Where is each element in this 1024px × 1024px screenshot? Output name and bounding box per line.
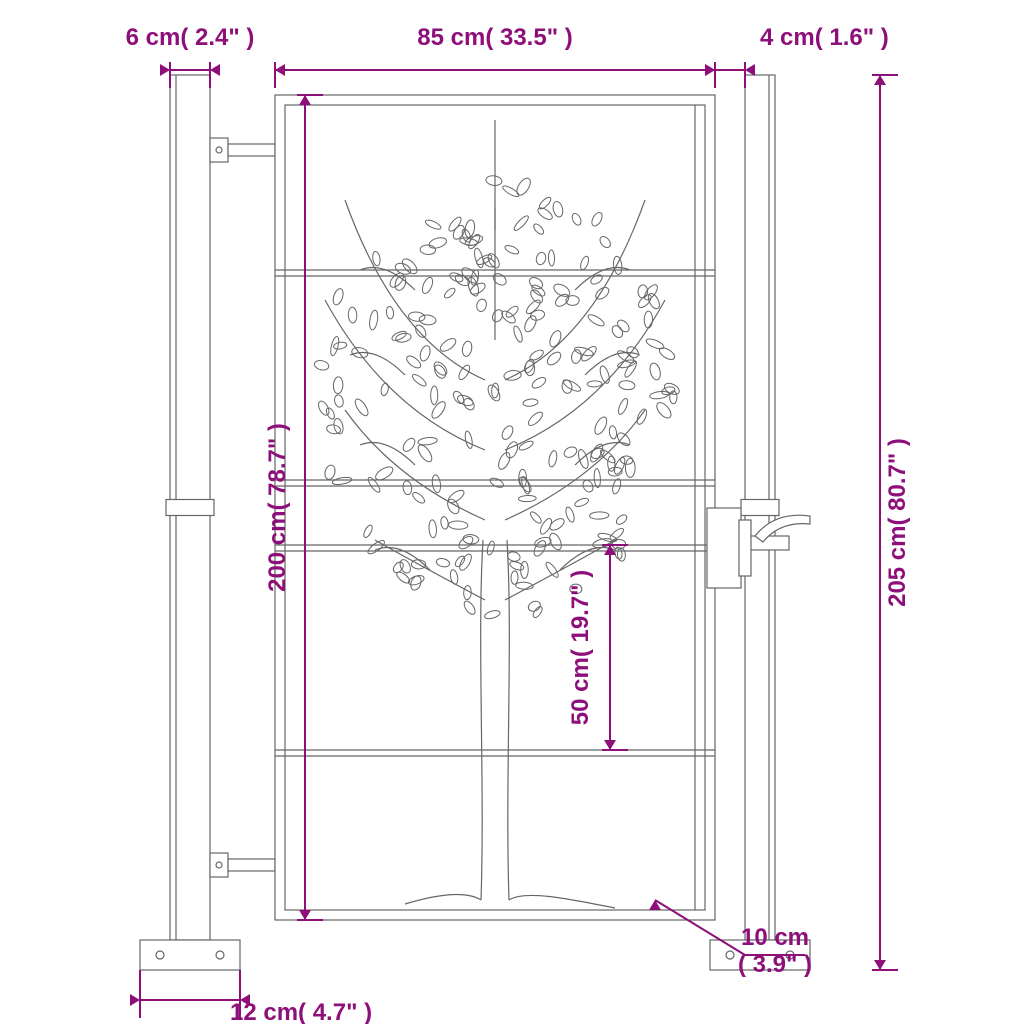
dim-panel-height: 200 cm( 78.7" ) [264, 423, 291, 592]
dim-post-width: 6 cm( 2.4" ) [126, 24, 255, 51]
dim-base-width: 12 cm( 4.7" ) [230, 999, 372, 1024]
dim-overall-height: 205 cm( 80.7" ) [884, 438, 911, 607]
dim-panel-width: 85 cm( 33.5" ) [417, 24, 572, 51]
product-drawing [140, 75, 810, 970]
dim-ground-ext-line2: ( 3.9" ) [738, 951, 812, 978]
dim-ground-ext-line1: 10 cm [741, 924, 809, 951]
dim-gap-right: 4 cm( 1.6" ) [760, 24, 889, 51]
dim-handle-height: 50 cm( 19.7" ) [567, 570, 594, 725]
